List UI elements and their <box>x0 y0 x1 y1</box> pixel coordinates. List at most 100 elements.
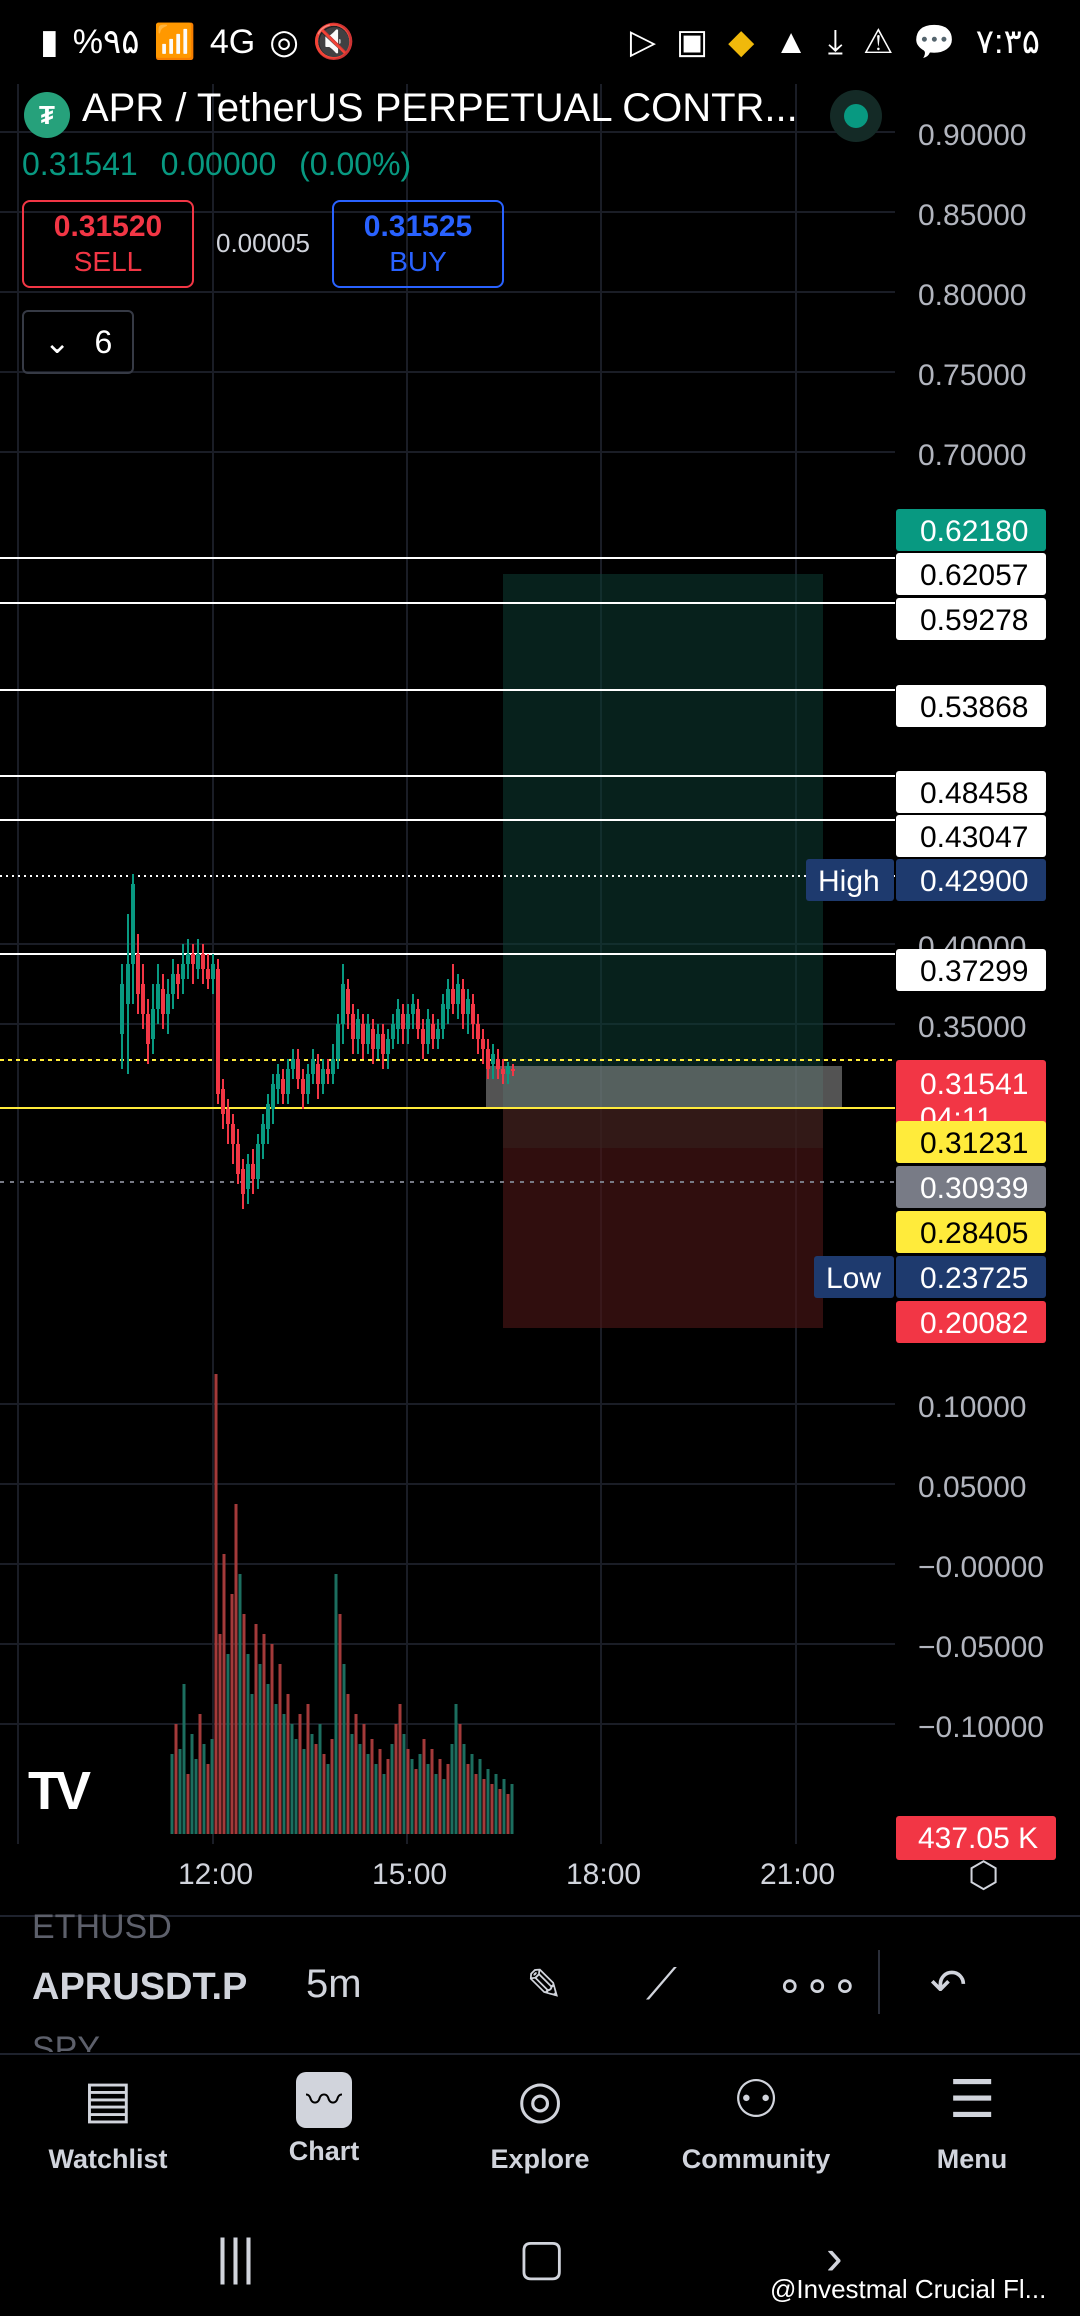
indicators-toggle-button[interactable]: ⌄ 6 <box>22 310 134 374</box>
candle <box>276 1064 280 1104</box>
candle-body <box>166 994 170 1014</box>
candle <box>271 1074 275 1124</box>
candle <box>491 1044 495 1079</box>
price-label-box <box>896 553 1046 595</box>
tradingview-logo-icon: TV <box>28 1761 91 1821</box>
volume-bar <box>390 1744 394 1834</box>
drawing-pen-icon[interactable]: ✎ <box>526 1961 563 2010</box>
volume-bar <box>234 1504 238 1834</box>
system-navigation <box>0 2205 1080 2316</box>
more-options-icon[interactable]: ∘∘∘ <box>776 1961 859 2010</box>
volume-bar <box>362 1724 366 1834</box>
candle-body <box>386 1039 390 1054</box>
candle-body <box>120 984 124 1034</box>
volume-bar <box>194 1759 198 1834</box>
candle-body <box>436 1029 440 1039</box>
volume-bar <box>238 1574 242 1834</box>
volume-bar <box>190 1734 194 1834</box>
sell-button[interactable]: 0.31520 SELL <box>22 200 194 288</box>
volume-bar <box>290 1724 294 1834</box>
volume-bar <box>470 1754 474 1834</box>
candle <box>331 1044 335 1084</box>
candle-body <box>461 989 465 1014</box>
symbol-prev[interactable]: ETHUSD <box>32 1908 172 1946</box>
candle <box>311 1049 315 1084</box>
price-label: 0.62057 <box>896 553 1046 595</box>
candle-body <box>366 1024 370 1044</box>
market-status-icon[interactable] <box>830 90 882 142</box>
chat-icon: 💬 <box>913 23 956 61</box>
volume-bar <box>274 1704 278 1834</box>
candle <box>396 999 400 1044</box>
volume-bar <box>422 1739 426 1834</box>
price-label-text: 0.31231 <box>920 1127 1028 1160</box>
volume-bar <box>414 1769 418 1834</box>
candle-body <box>156 984 160 1009</box>
undo-icon[interactable]: ↶ <box>930 1961 967 2010</box>
candle-body <box>201 954 205 969</box>
candle <box>246 1154 250 1204</box>
play-store-icon: ▷ <box>629 23 656 61</box>
volume-bar <box>298 1714 302 1834</box>
symbol-title[interactable]: APR / TetherUS PERPETUAL CONTR... <box>82 86 798 130</box>
candle <box>136 934 140 1014</box>
candle <box>191 944 195 984</box>
nav-community[interactable]: ⚇ Community <box>648 2064 864 2175</box>
price-label-box <box>896 1166 1046 1208</box>
chart-settings-icon[interactable]: ⬡ <box>968 1854 1000 1895</box>
candle <box>206 954 210 989</box>
symbol-next[interactable]: SPY <box>32 2030 101 2052</box>
candle-body <box>426 1019 430 1044</box>
candle-body <box>506 1066 510 1074</box>
trend-line-icon[interactable]: ⟋ <box>646 1960 677 2009</box>
candle <box>511 1064 515 1076</box>
candle-body <box>286 1069 290 1094</box>
price-label: 0.37299 <box>896 949 1046 991</box>
volume-bar <box>426 1764 430 1834</box>
volume-bar <box>342 1664 346 1834</box>
buy-button[interactable]: 0.31525 BUY <box>332 200 504 288</box>
candle <box>120 964 124 1069</box>
candle-body <box>131 884 135 964</box>
nav-chart-label: Chart <box>288 2136 360 2166</box>
candle <box>126 914 130 1074</box>
bookmark-icon: ▤ <box>83 2071 133 2129</box>
recents-icon[interactable]: ||| <box>216 2229 255 2285</box>
battery-level: %۹۵ <box>72 23 140 61</box>
volume-bar <box>438 1759 442 1834</box>
candle <box>221 1079 225 1129</box>
candles <box>120 874 515 1209</box>
price-label-box <box>896 598 1046 640</box>
volume-bar <box>282 1714 286 1834</box>
candle-body <box>231 1124 235 1144</box>
home-icon[interactable]: ▢ <box>518 2229 566 2285</box>
nav-watchlist[interactable]: ▤ Watchlist <box>0 2064 216 2175</box>
volume-bar <box>370 1739 374 1834</box>
candle-body <box>211 964 215 979</box>
candle <box>196 939 200 979</box>
candle <box>356 1009 360 1054</box>
candle-body <box>416 1009 420 1029</box>
price-label-box <box>896 815 1046 857</box>
volume-bar <box>310 1734 314 1834</box>
price-label-text: 0.37299 <box>920 955 1028 988</box>
candle-body <box>311 1059 315 1074</box>
candle <box>166 979 170 1034</box>
volume-bar <box>178 1749 182 1834</box>
nav-menu[interactable]: ☰ Menu <box>864 2064 1080 2175</box>
back-icon[interactable]: › <box>826 2229 843 2285</box>
price-label-text: 0.42900 <box>920 865 1028 898</box>
price-label-text: 0.20082 <box>920 1307 1028 1340</box>
candle <box>306 1064 310 1104</box>
price-tag-box <box>806 859 894 901</box>
volume-bar <box>270 1644 274 1834</box>
nav-explore[interactable]: ◎ Explore <box>432 2064 648 2175</box>
candle <box>416 999 420 1039</box>
network-type: 4G <box>209 22 256 61</box>
symbol-current[interactable]: APRUSDT.P <box>32 1966 248 2008</box>
price-label-box <box>896 1256 1046 1298</box>
nav-chart[interactable]: 〰 Chart <box>216 2064 432 2167</box>
timeframe-button[interactable]: 5m <box>306 1962 362 2006</box>
price-chart[interactable]: 0.900000.850000.800000.750000.700000.400… <box>0 84 1080 1914</box>
candle <box>131 874 135 1004</box>
